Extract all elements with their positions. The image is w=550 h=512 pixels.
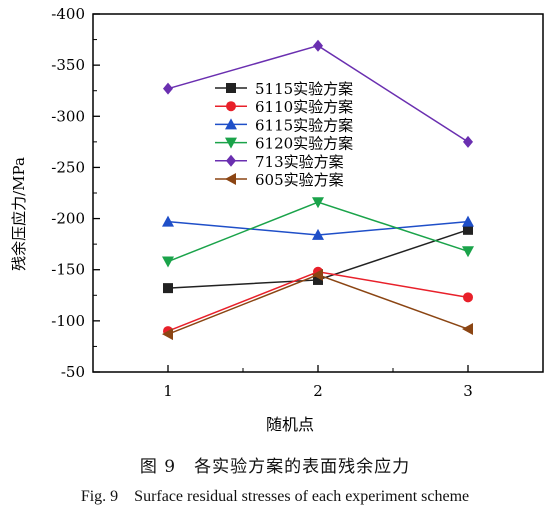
legend: 5115实验方案6110实验方案6115实验方案6120实验方案713实验方案6… <box>215 80 353 189</box>
series-group <box>163 224 473 294</box>
data-point <box>313 39 323 52</box>
figure-caption-en: Fig. 9 Surface residual stresses of each… <box>80 488 470 505</box>
x-axis-label: 随机点 <box>266 415 314 434</box>
y-tick-label: -50 <box>61 363 85 381</box>
legend-item: 5115实验方案 <box>215 80 353 98</box>
y-tick-label: -300 <box>51 107 85 125</box>
data-point <box>462 246 474 258</box>
data-point <box>162 328 173 341</box>
chart: -400 -350 -300 -250 -200 -150 -100 -50 1 2 3 5115实… <box>10 5 544 434</box>
legend-marker <box>225 173 236 185</box>
series-group <box>162 268 473 341</box>
data-point <box>163 283 173 294</box>
data-point <box>463 224 473 235</box>
data-point <box>312 268 323 281</box>
y-tick-label: -350 <box>51 56 85 74</box>
legend-label: 713实验方案 <box>255 153 344 171</box>
legend-item: 6115实验方案 <box>215 116 353 134</box>
y-tick-label: -400 <box>51 5 85 23</box>
data-point <box>312 197 324 209</box>
axis-ticks: -400 -350 -300 -250 -200 -150 -100 -50 1 2 3 <box>51 5 472 400</box>
series-group <box>162 197 474 268</box>
data-point <box>313 274 323 285</box>
data-point <box>162 215 174 227</box>
data-point <box>462 215 474 227</box>
y-tick-label: -250 <box>51 158 85 176</box>
legend-marker <box>226 154 236 167</box>
legend-item: 713实验方案 <box>215 153 344 171</box>
legend-label: 6115实验方案 <box>255 116 353 134</box>
data-point <box>162 256 174 268</box>
series-group <box>162 215 474 240</box>
data-point <box>312 228 324 240</box>
legend-label: 605实验方案 <box>255 171 344 189</box>
figure-caption-cn: 图 9 各实验方案的表面残余应力 <box>139 457 411 477</box>
legend-label: 5115实验方案 <box>255 80 353 98</box>
plot-axes <box>92 13 544 373</box>
y-tick-label: -150 <box>51 261 85 279</box>
legend-marker <box>225 118 237 130</box>
plot-frame <box>92 13 544 373</box>
legend-label: 6120实验方案 <box>255 135 353 153</box>
legend-item: 6120实验方案 <box>215 135 353 153</box>
legend-marker <box>225 137 237 149</box>
legend-item: 6110实验方案 <box>215 98 353 116</box>
y-tick-label: -200 <box>51 210 85 228</box>
legend-marker <box>226 101 236 112</box>
data-point <box>163 82 173 95</box>
x-tick-label: 1 <box>163 382 173 400</box>
data-point <box>463 135 473 148</box>
data-point <box>462 323 473 336</box>
legend-marker <box>226 83 236 93</box>
y-tick-label: -100 <box>51 312 85 330</box>
legend-item: 605实验方案 <box>215 171 344 189</box>
y-axis-label: 残余压应力/MPa <box>10 157 28 271</box>
legend-label: 6110实验方案 <box>255 98 353 116</box>
data-series <box>162 39 474 341</box>
data-point <box>463 292 473 303</box>
x-tick-label: 3 <box>463 382 473 400</box>
series-group <box>163 39 473 148</box>
x-tick-label: 2 <box>313 382 323 400</box>
